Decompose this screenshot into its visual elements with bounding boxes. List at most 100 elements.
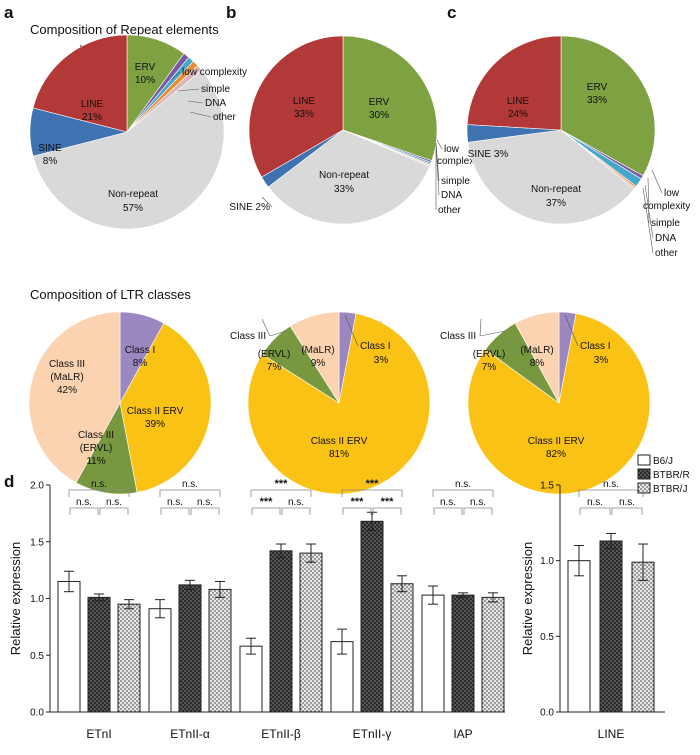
- pie-label-classI: Class I: [125, 345, 156, 356]
- bar-btbr-r: [599, 540, 623, 713]
- significance-bracket: [432, 489, 494, 497]
- y-tick-label: 0.5: [540, 632, 554, 643]
- bar-btbr-j: [117, 603, 141, 713]
- significance-label: n.s.: [288, 497, 304, 508]
- legend: B6/J BTBR/R BTBR/J: [637, 454, 690, 495]
- pie-label-SINE: SINE: [38, 143, 62, 154]
- legend-label: B6/J: [653, 456, 673, 467]
- pie-leader-line: [189, 111, 212, 118]
- pie-label-non-repeat: Non-repeat: [108, 189, 158, 200]
- pie-slice-classIII-MaLR: [514, 311, 560, 404]
- pie-label-classIII-ERVL: (ERVL): [258, 349, 291, 360]
- legend-swatch: [637, 468, 651, 480]
- pie-slice-ERV: [342, 35, 438, 162]
- y-tick-label: 1.0: [540, 556, 554, 567]
- heading-ltr-composition: Composition of LTR classes: [30, 287, 191, 302]
- pie-label-classII: 82%: [546, 449, 566, 460]
- significance-label: n.s.: [76, 497, 92, 508]
- bar-btbr-j: [390, 583, 414, 713]
- significance-bracket: [99, 507, 129, 515]
- bar-b6-j: [239, 645, 263, 713]
- significance-bracket: [611, 507, 643, 515]
- pie-slice-non-repeat: [267, 129, 431, 225]
- pie-slice-non-repeat: [467, 129, 635, 225]
- pie-label-DNA: DNA: [205, 98, 226, 109]
- pie-leader-line: [479, 330, 506, 337]
- pie-charts: B6 whole genomeERV10%low complexitysimpl…: [28, 34, 690, 495]
- pie-slice-ERV: [560, 35, 656, 177]
- pie-label-classI: 3%: [594, 355, 609, 366]
- pie-b2: Differential CNVClass I3%Class II ERV81%…: [230, 311, 431, 495]
- significance-bracket: [433, 507, 463, 515]
- pie-label-non-repeat: 33%: [334, 184, 354, 195]
- bar-btbr-j: [631, 561, 655, 713]
- pie-label-ERV: 33%: [587, 95, 607, 106]
- pie-callout-label: Class III: [230, 331, 266, 342]
- pie-label-ERV: 30%: [369, 110, 389, 121]
- pie-slice-LINE: [32, 34, 128, 133]
- y-tick-label: 1.0: [30, 594, 44, 605]
- pie-label-SINE: 8%: [43, 156, 58, 167]
- pie-label-classI: 8%: [133, 358, 148, 369]
- pie-label-other: other: [655, 248, 678, 259]
- pie-label-LINE: 21%: [82, 112, 102, 123]
- y-tick-label: 1.5: [540, 481, 554, 492]
- pie-label-low-complexity: low: [664, 188, 680, 199]
- y-tick-label: 0.5: [30, 651, 44, 662]
- pie-label-DNA: DNA: [655, 233, 676, 244]
- pie-label-classIII-MaLR: (MaLR): [50, 372, 83, 383]
- panel-letter-c: c: [447, 3, 456, 22]
- pie-label-low-complexity: complexity: [643, 201, 690, 212]
- pie-label-classII: 81%: [329, 449, 349, 460]
- pie-label-SINE: SINE 3%: [468, 149, 509, 160]
- pie-label-classIII-ERVL: (ERVL): [80, 443, 113, 454]
- significance-bracket: [463, 507, 493, 515]
- x-category-label: IAP: [453, 727, 472, 741]
- pie-label-non-repeat: 37%: [546, 198, 566, 209]
- pie-label-classIII-ERVL: 7%: [482, 362, 497, 373]
- y-axis-title: Relative expression: [520, 542, 535, 655]
- pie-callout-label: Class III: [440, 331, 476, 342]
- pie-leader-line: [187, 100, 204, 104]
- pie-label-SINE: SINE 2%: [229, 202, 270, 213]
- legend-label: BTBR/J: [653, 484, 687, 495]
- panel-letter-a: a: [4, 3, 14, 22]
- significance-bracket: [342, 507, 372, 515]
- pie-label-classIII-ERVL: Class III: [78, 430, 114, 441]
- significance-label: ***: [381, 496, 395, 508]
- pie-b: Differential CNVERV30%lowcomplexitysimpl…: [229, 35, 484, 225]
- significance-label: n.s.: [587, 497, 603, 508]
- pie-label-low-complexity: low: [444, 144, 460, 155]
- pie-label-low-complexity: low complexity: [182, 67, 247, 78]
- pie-slice-classIII-MaLR: [289, 311, 340, 405]
- pie-label-LINE: LINE: [81, 99, 104, 110]
- pie-label-ERV: 10%: [135, 75, 155, 86]
- significance-label: n.s.: [455, 479, 471, 490]
- significance-bracket: [372, 507, 402, 515]
- bar-btbr-j: [299, 552, 323, 713]
- pie-label-classIII-MaLR: 42%: [57, 385, 77, 396]
- pie-slice-non-repeat: [32, 69, 225, 230]
- pie-slice-classII: [119, 322, 212, 493]
- pie-leader-line: [642, 187, 654, 254]
- significance-bracket: [579, 507, 611, 515]
- significance-label: n.s.: [619, 497, 635, 508]
- pie-label-classIII-ERVL: (ERVL): [473, 349, 506, 360]
- y-tick-label: 0.0: [540, 708, 554, 719]
- bar-b6-j: [57, 580, 81, 713]
- pie-a: B6 whole genomeERV10%low complexitysimpl…: [29, 34, 247, 230]
- pie-label-classII: Class II ERV: [528, 436, 585, 447]
- y-tick-label: 1.5: [30, 537, 44, 548]
- bar-btbr-r: [451, 594, 475, 713]
- pie-label-ERV: ERV: [587, 82, 608, 93]
- pie-label-low-complexity: complexity: [437, 156, 484, 167]
- pie-leader-line: [170, 71, 181, 81]
- x-category-label: LINE: [598, 727, 625, 741]
- pie-label-ERV: ERV: [369, 97, 390, 108]
- pie-label-classIII-ERVL: 11%: [86, 456, 105, 467]
- x-category-label: ETnII-γ: [353, 727, 392, 741]
- pie-label-DNA: DNA: [441, 190, 462, 201]
- pie-slice-LINE: [248, 35, 344, 178]
- pie-label-classIII-MaLR: Class III: [49, 359, 85, 370]
